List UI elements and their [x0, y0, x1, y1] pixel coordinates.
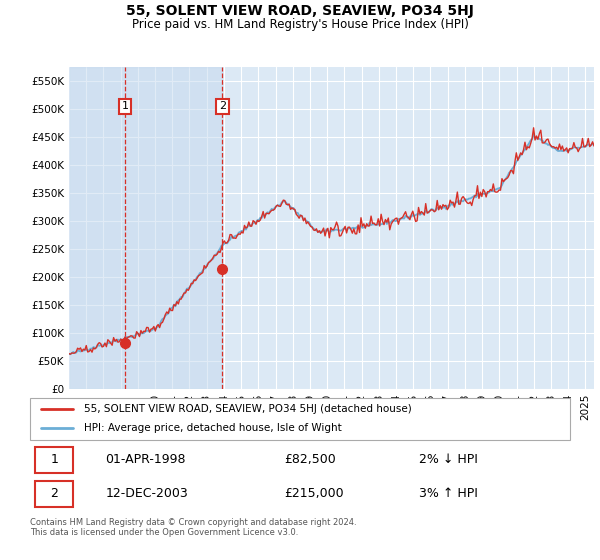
Text: 2: 2: [219, 101, 226, 111]
FancyBboxPatch shape: [30, 398, 570, 440]
Bar: [69, 67, 223, 389]
Text: 2% ↓ HPI: 2% ↓ HPI: [419, 453, 478, 466]
Text: HPI: Average price, detached house, Isle of Wight: HPI: Average price, detached house, Isle…: [84, 423, 342, 433]
Text: 1: 1: [50, 453, 58, 466]
Text: Contains HM Land Registry data © Crown copyright and database right 2024.
This d: Contains HM Land Registry data © Crown c…: [30, 518, 356, 538]
Text: £82,500: £82,500: [284, 453, 335, 466]
Text: 3% ↑ HPI: 3% ↑ HPI: [419, 487, 478, 500]
Text: 55, SOLENT VIEW ROAD, SEAVIEW, PO34 5HJ (detached house): 55, SOLENT VIEW ROAD, SEAVIEW, PO34 5HJ …: [84, 404, 412, 414]
Text: £215,000: £215,000: [284, 487, 343, 500]
Text: Price paid vs. HM Land Registry's House Price Index (HPI): Price paid vs. HM Land Registry's House …: [131, 18, 469, 31]
Text: 55, SOLENT VIEW ROAD, SEAVIEW, PO34 5HJ: 55, SOLENT VIEW ROAD, SEAVIEW, PO34 5HJ: [126, 4, 474, 18]
Text: 1: 1: [121, 101, 128, 111]
FancyBboxPatch shape: [35, 481, 73, 507]
Text: 12-DEC-2003: 12-DEC-2003: [106, 487, 188, 500]
FancyBboxPatch shape: [35, 447, 73, 473]
Text: 01-APR-1998: 01-APR-1998: [106, 453, 186, 466]
Text: 2: 2: [50, 487, 58, 500]
